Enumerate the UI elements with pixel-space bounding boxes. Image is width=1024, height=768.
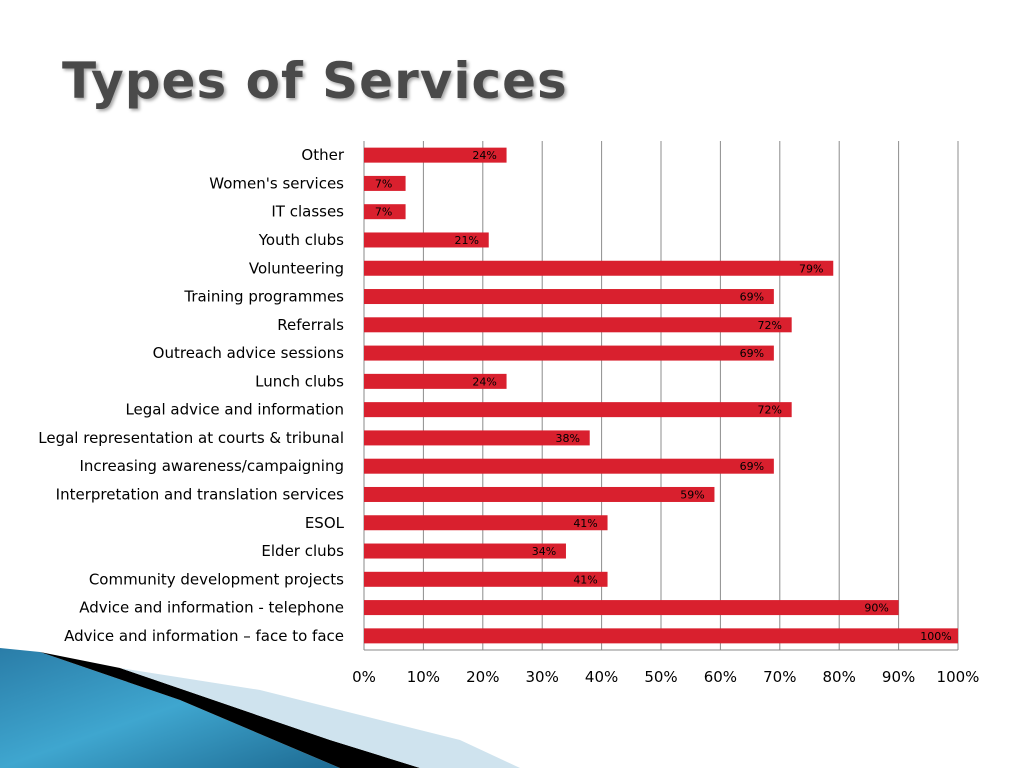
data-label: 69% (740, 291, 764, 304)
category-label: Legal advice and information (125, 401, 344, 419)
x-tick-label: 20% (466, 668, 499, 686)
x-tick-label: 40% (585, 668, 618, 686)
bar (364, 175, 406, 191)
x-tick-label: 60% (704, 668, 737, 686)
bar (364, 600, 899, 616)
bar (364, 204, 406, 220)
data-label: 69% (740, 347, 764, 360)
category-label: Training programmes (183, 288, 344, 306)
category-label: Advice and information - telephone (79, 599, 344, 617)
x-tick-label: 90% (882, 668, 915, 686)
data-label: 79% (799, 262, 823, 275)
gridlines (363, 141, 959, 651)
bar (364, 571, 608, 587)
bar (364, 373, 507, 389)
data-label: 41% (573, 573, 597, 586)
data-label: 34% (532, 545, 556, 558)
data-label: 7% (375, 177, 392, 190)
data-label: 21% (455, 234, 479, 247)
category-label: Legal representation at courts & tribuna… (38, 429, 344, 447)
data-label: 7% (375, 206, 392, 219)
x-tick-label: 10% (407, 668, 440, 686)
category-label: Other (301, 146, 344, 164)
category-label: Increasing awareness/campaigning (79, 457, 344, 475)
data-label: 24% (472, 149, 496, 162)
slide-title: Types of Services (62, 52, 568, 110)
category-label: Referrals (277, 316, 344, 334)
bar (364, 515, 608, 531)
data-label: 69% (740, 460, 764, 473)
category-label: Lunch clubs (255, 372, 344, 390)
category-label: Interpretation and translation services (56, 485, 345, 503)
bar (364, 543, 566, 559)
data-label: 38% (555, 432, 579, 445)
bar (364, 147, 507, 163)
bar (364, 260, 834, 276)
category-label: Volunteering (249, 259, 344, 277)
category-label: Youth clubs (258, 231, 344, 249)
x-tick-label: 70% (763, 668, 796, 686)
x-axis-ticks: 0% 10% 20% 30% 40% 50% 60% 70% 80% 90% 100% (352, 668, 979, 686)
bar (364, 232, 489, 248)
category-label: IT classes (271, 203, 344, 221)
bar (364, 430, 590, 446)
category-label: Advice and information – face to face (64, 627, 344, 645)
category-label: Women's services (209, 174, 344, 192)
x-tick-label: 80% (823, 668, 856, 686)
data-labels: 24% 7% 7% 21% 79% 69% 72% 69% 24% 72% 38% 69% 59% 41%… (375, 149, 952, 643)
bar (364, 458, 774, 474)
data-label: 90% (864, 602, 888, 615)
bar (364, 345, 774, 361)
category-label: Elder clubs (261, 542, 344, 560)
data-label: 72% (757, 404, 781, 417)
x-tick-label: 0% (352, 668, 376, 686)
category-label: ESOL (305, 514, 345, 532)
bars (364, 147, 958, 644)
bar (364, 486, 715, 502)
data-label: 72% (757, 319, 781, 332)
category-label: Community development projects (89, 570, 344, 588)
data-label: 41% (573, 517, 597, 530)
bar (364, 317, 792, 333)
x-tick-label: 50% (644, 668, 677, 686)
data-label: 59% (680, 488, 704, 501)
category-label: Outreach advice sessions (153, 344, 345, 362)
bar (364, 628, 958, 644)
x-tick-label: 30% (526, 668, 559, 686)
bar (364, 402, 792, 418)
x-tick-label: 100% (937, 668, 980, 686)
bar (364, 289, 774, 305)
data-label: 24% (472, 375, 496, 388)
data-label: 100% (920, 630, 951, 643)
category-labels: Other Women's services IT classes Youth clu… (38, 146, 345, 645)
